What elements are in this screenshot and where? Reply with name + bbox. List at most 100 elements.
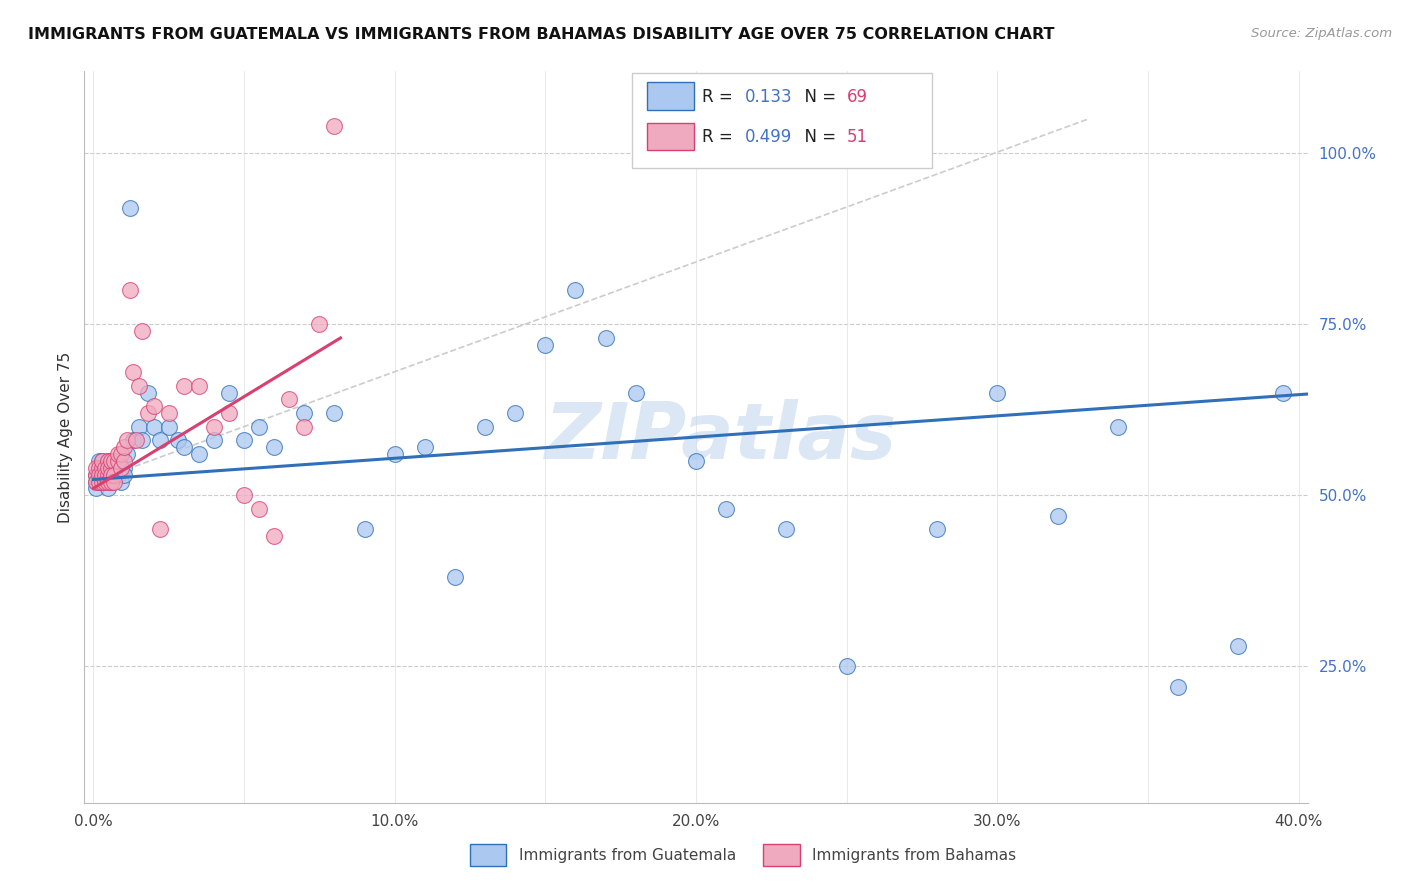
Point	[86, 475, 108, 489]
Point	[89, 460, 111, 475]
Point	[323, 406, 346, 420]
Point	[103, 454, 125, 468]
Point	[86, 475, 108, 489]
Point	[128, 420, 150, 434]
Point	[112, 460, 135, 475]
Point	[986, 385, 1008, 400]
Point	[173, 379, 195, 393]
Point	[94, 467, 117, 482]
Point	[353, 522, 375, 536]
Point	[100, 475, 122, 489]
Point	[97, 481, 120, 495]
FancyBboxPatch shape	[647, 82, 693, 110]
FancyBboxPatch shape	[763, 845, 800, 866]
Text: Immigrants from Guatemala: Immigrants from Guatemala	[519, 848, 735, 863]
Point	[94, 460, 117, 475]
Point	[685, 454, 707, 468]
Point	[218, 385, 240, 400]
Point	[107, 454, 129, 468]
Point	[1046, 508, 1069, 523]
Text: N =: N =	[794, 128, 841, 146]
Point	[97, 454, 120, 468]
Point	[110, 460, 132, 475]
Point	[136, 385, 159, 400]
Point	[474, 420, 496, 434]
Point	[925, 522, 948, 536]
Text: R =: R =	[702, 128, 738, 146]
Point	[86, 481, 108, 495]
Point	[86, 460, 108, 475]
Point	[564, 283, 586, 297]
Point	[121, 434, 143, 448]
Text: 0.499: 0.499	[745, 128, 792, 146]
Point	[97, 467, 120, 482]
Point	[1227, 639, 1250, 653]
Point	[97, 475, 120, 489]
Point	[91, 454, 114, 468]
Point	[233, 488, 256, 502]
Point	[187, 379, 209, 393]
Text: R =: R =	[702, 88, 738, 106]
Point	[775, 522, 797, 536]
Point	[142, 420, 165, 434]
Point	[835, 659, 858, 673]
Point	[263, 529, 285, 543]
Point	[714, 501, 737, 516]
Point	[142, 400, 165, 414]
Point	[91, 467, 114, 482]
Point	[89, 467, 111, 482]
Point	[103, 460, 125, 475]
Point	[94, 460, 117, 475]
Text: Immigrants from Bahamas: Immigrants from Bahamas	[813, 848, 1017, 863]
Point	[91, 454, 114, 468]
FancyBboxPatch shape	[633, 73, 932, 168]
Point	[100, 475, 122, 489]
Point	[218, 406, 240, 420]
Point	[124, 434, 146, 448]
Point	[166, 434, 188, 448]
Point	[103, 475, 125, 489]
Point	[115, 447, 138, 461]
Point	[278, 392, 301, 407]
Text: ZIPatlas: ZIPatlas	[544, 399, 897, 475]
Point	[107, 467, 129, 482]
Point	[94, 475, 117, 489]
Point	[97, 467, 120, 482]
Point	[86, 467, 108, 482]
Point	[233, 434, 256, 448]
Point	[91, 467, 114, 482]
Y-axis label: Disability Age Over 75: Disability Age Over 75	[58, 351, 73, 523]
Point	[94, 467, 117, 482]
Point	[118, 201, 141, 215]
Point	[384, 447, 406, 461]
Point	[103, 467, 125, 482]
Point	[89, 454, 111, 468]
Point	[107, 454, 129, 468]
Text: 0.133: 0.133	[745, 88, 793, 106]
Point	[94, 475, 117, 489]
Point	[1272, 385, 1295, 400]
Text: Source: ZipAtlas.com: Source: ZipAtlas.com	[1251, 27, 1392, 40]
Point	[1167, 680, 1189, 694]
Point	[292, 420, 315, 434]
Point	[624, 385, 647, 400]
Point	[118, 283, 141, 297]
Point	[534, 338, 557, 352]
Point	[263, 440, 285, 454]
Point	[100, 467, 122, 482]
Point	[115, 434, 138, 448]
Point	[247, 501, 270, 516]
Point	[110, 460, 132, 475]
Point	[187, 447, 209, 461]
Text: N =: N =	[794, 88, 841, 106]
Point	[94, 467, 117, 482]
Point	[97, 460, 120, 475]
FancyBboxPatch shape	[470, 845, 506, 866]
Text: IMMIGRANTS FROM GUATEMALA VS IMMIGRANTS FROM BAHAMAS DISABILITY AGE OVER 75 CORR: IMMIGRANTS FROM GUATEMALA VS IMMIGRANTS …	[28, 27, 1054, 42]
Point	[131, 434, 153, 448]
Point	[110, 475, 132, 489]
Point	[149, 522, 172, 536]
FancyBboxPatch shape	[647, 122, 693, 151]
Point	[91, 460, 114, 475]
Point	[1107, 420, 1129, 434]
